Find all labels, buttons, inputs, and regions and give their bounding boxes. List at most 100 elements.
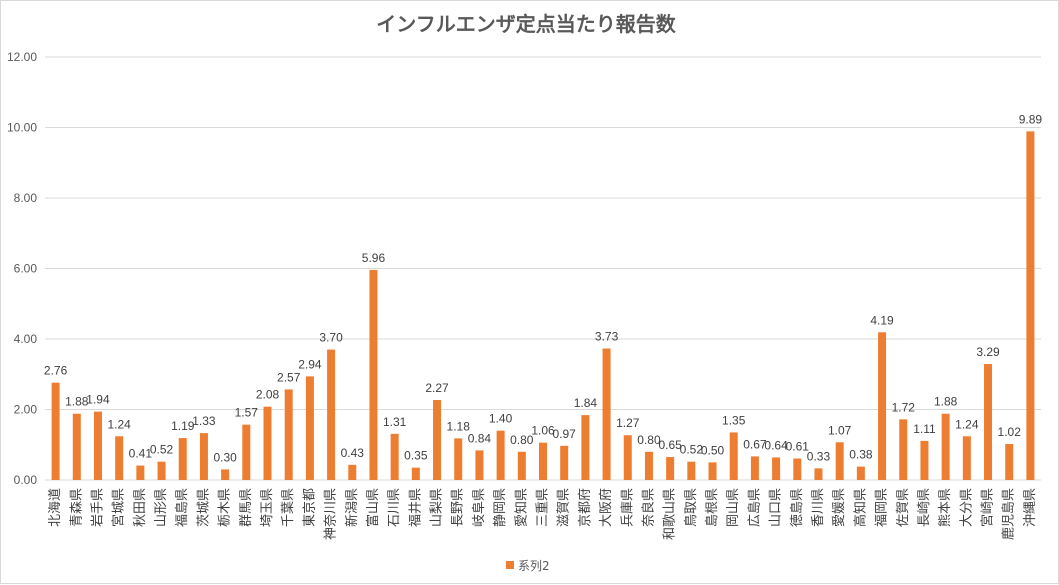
data-label: 1.84: [574, 396, 598, 410]
x-tick-label: 福井県: [408, 488, 423, 527]
data-label: 3.29: [976, 345, 1000, 359]
bar[interactable]: [984, 364, 993, 480]
data-label: 1.07: [828, 423, 852, 437]
gridlines: [45, 56, 1041, 481]
x-axis-ticks: 北海道 青森県 岩手県 宮城県 秋田県 山形県 福島県 茨城県 栃木県 群馬県 埼玉県 千葉県 東京都神…: [48, 488, 1038, 540]
x-tick-label: 鳥取県: [684, 488, 699, 527]
data-label: 3.73: [595, 330, 619, 344]
x-tick-label: 岩手県: [90, 488, 105, 527]
x-tick-label: 岡山県: [726, 488, 741, 527]
x-tick-label: 静岡県: [493, 488, 508, 527]
bar[interactable]: [666, 457, 675, 480]
bar[interactable]: [115, 436, 124, 480]
bar[interactable]: [454, 438, 463, 480]
bar[interactable]: [411, 467, 420, 480]
bar[interactable]: [623, 435, 632, 480]
bar[interactable]: [390, 433, 399, 480]
bar[interactable]: [157, 461, 166, 480]
data-label: 0.30: [213, 450, 237, 464]
data-label: 1.31: [383, 415, 407, 429]
x-tick-label: 和歌山県: [663, 488, 678, 540]
x-tick-label: 滋賀県: [557, 488, 572, 527]
bar[interactable]: [750, 456, 759, 480]
data-label: 1.24: [955, 417, 979, 431]
bar[interactable]: [517, 451, 526, 480]
bar[interactable]: [835, 442, 844, 480]
x-tick-label: 熊本県: [937, 488, 953, 527]
data-label: 0.84: [468, 431, 492, 445]
bar[interactable]: [305, 376, 314, 480]
bar[interactable]: [602, 348, 611, 480]
bar[interactable]: [369, 269, 378, 480]
bar[interactable]: [93, 411, 102, 480]
x-tick-label: 富山県: [365, 488, 381, 527]
bar[interactable]: [348, 464, 357, 480]
x-tick-label: 千葉県: [281, 488, 296, 527]
bar-series: [51, 131, 1035, 480]
bar[interactable]: [72, 413, 81, 480]
data-label: 1.40: [489, 412, 513, 426]
data-label: 0.80: [510, 433, 534, 447]
y-tick-label: 6.00: [14, 262, 38, 276]
data-label: 3.70: [319, 331, 343, 345]
data-label: 0.50: [701, 443, 725, 457]
bar[interactable]: [475, 450, 484, 480]
y-tick-label: 10.00: [7, 121, 37, 135]
x-tick-label: 岐阜県: [471, 488, 487, 527]
data-label: 2.76: [44, 364, 68, 378]
y-tick-label: 0.00: [14, 473, 38, 487]
bar[interactable]: [920, 440, 929, 480]
bar[interactable]: [941, 413, 950, 480]
bar[interactable]: [263, 406, 272, 480]
bar[interactable]: [539, 442, 547, 480]
x-tick-label: 島根県: [705, 488, 720, 527]
data-label: 1.35: [722, 413, 746, 427]
bar[interactable]: [327, 349, 336, 480]
x-tick-label: 兵庫県: [620, 488, 635, 527]
bar[interactable]: [856, 466, 865, 480]
bar[interactable]: [178, 438, 187, 480]
bar[interactable]: [199, 433, 208, 480]
bar[interactable]: [221, 469, 230, 480]
bar[interactable]: [772, 457, 781, 480]
bar[interactable]: [560, 445, 569, 480]
bar[interactable]: [793, 458, 802, 480]
bar[interactable]: [51, 382, 60, 480]
bar[interactable]: [899, 419, 908, 480]
bar[interactable]: [708, 462, 717, 480]
x-tick-label: 石川県: [387, 488, 402, 527]
bar[interactable]: [962, 436, 971, 480]
legend[interactable]: 系列2: [506, 559, 550, 573]
bar[interactable]: [1026, 131, 1035, 480]
data-label: 0.38: [849, 448, 873, 462]
x-tick-label: 茨城県: [196, 488, 211, 527]
x-tick-label: 栃木県: [218, 488, 233, 527]
bar[interactable]: [136, 465, 145, 480]
y-axis-ticks: 0.00 2.00 4.00 6.00 8.00 10.00 12.00: [7, 50, 37, 487]
x-tick-label: 埼玉県: [260, 488, 275, 527]
bar[interactable]: [814, 468, 823, 480]
data-label: 0.41: [129, 447, 153, 461]
x-tick-label: 福岡県: [875, 488, 890, 527]
data-label: 1.33: [192, 414, 216, 428]
bar[interactable]: [242, 424, 251, 480]
bar[interactable]: [729, 432, 738, 480]
bar[interactable]: [433, 399, 442, 480]
bar[interactable]: [581, 415, 590, 480]
data-labels: 2.761.881.941.240.410.521.191.330.301.57…: [44, 112, 1042, 464]
data-label: 1.72: [892, 400, 916, 414]
bar[interactable]: [1005, 444, 1014, 480]
bar[interactable]: [284, 389, 293, 480]
bar[interactable]: [644, 451, 653, 480]
x-tick-label: 山口県: [769, 488, 784, 527]
bar[interactable]: [687, 461, 696, 480]
x-tick-label: 愛媛県: [832, 488, 847, 527]
x-tick-label: 宮崎県: [980, 488, 996, 527]
data-label: 1.06: [531, 424, 555, 438]
data-label: 0.52: [150, 443, 174, 457]
data-label: 1.27: [616, 416, 640, 430]
bar[interactable]: [878, 332, 887, 480]
bar[interactable]: [496, 430, 505, 480]
